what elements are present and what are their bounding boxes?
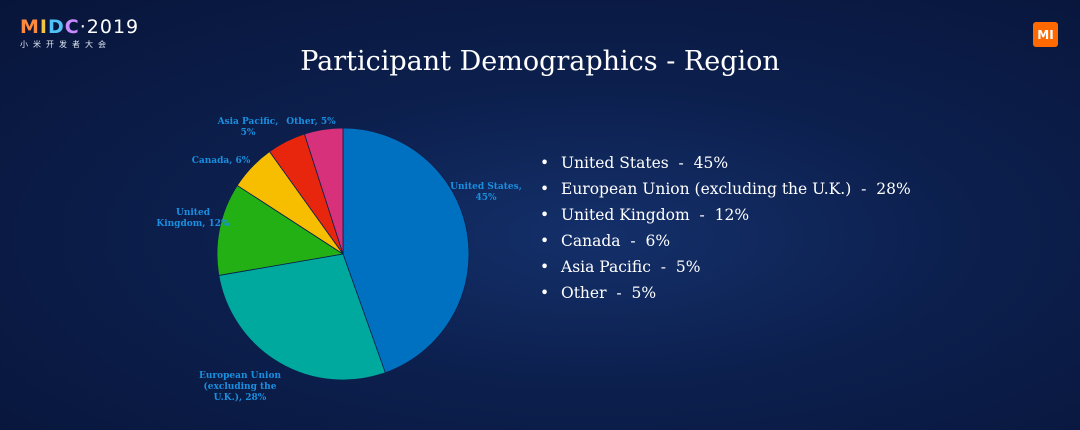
slice-label-line: Other, 5%	[286, 117, 336, 127]
slice-label-line: Canada, 6%	[192, 156, 251, 166]
event-subtitle: 小米开发者大会	[20, 40, 111, 49]
bullet-item: • Asia Pacific - 5%	[540, 254, 911, 280]
bullet-value: 45%	[693, 154, 729, 172]
pie-slice	[218, 253, 386, 381]
bullet-item: • Canada - 6%	[540, 228, 911, 254]
bullet-dot-icon: •	[540, 206, 550, 224]
bullet-label: United States	[561, 154, 669, 172]
bullet-dot-icon: •	[540, 258, 550, 276]
bullet-separator: -	[606, 284, 632, 302]
bullet-item: • United Kingdom - 12%	[540, 202, 911, 228]
logo-letter-i: I	[39, 16, 48, 38]
slice-label: Other, 5%	[286, 117, 336, 127]
slice-label: United Kingdom, 12%	[156, 208, 230, 229]
bullet-value: 6%	[645, 232, 671, 250]
bullet-separator: -	[689, 206, 715, 224]
slice-label: Canada, 6%	[192, 156, 251, 166]
slice-label-line: 45%	[475, 193, 497, 203]
bullet-item: • Other - 5%	[540, 280, 911, 306]
logo-letter-c: C	[64, 16, 80, 38]
slide-title: Participant Demographics - Region	[300, 46, 780, 77]
bullet-separator: -	[650, 258, 676, 276]
mi-brand-icon: MI	[1033, 22, 1058, 47]
slice-label-line: Asia Pacific,	[217, 117, 279, 127]
bullet-value: 28%	[876, 180, 911, 198]
bullet-value: 12%	[714, 206, 750, 224]
logo-year: 2019	[86, 16, 140, 38]
pie-chart: United States, 45% European Union (excludin…	[156, 117, 522, 403]
bullet-item: • United States - 45%	[540, 150, 911, 176]
bullet-value: 5%	[675, 258, 701, 276]
pie-slice	[342, 127, 470, 374]
slice-label-line: 5%	[241, 128, 256, 138]
event-logo: MIDC·2019 小米开发者大会	[20, 17, 139, 50]
slice-label-line: U.K.), 28%	[214, 392, 267, 403]
logo-letter-d: D	[48, 16, 65, 38]
slice-label-line: European Union	[199, 371, 281, 381]
bullet-dot-icon: •	[540, 284, 550, 302]
bullet-label: United Kingdom	[561, 206, 690, 224]
mi-brand-text: MI	[1037, 27, 1054, 42]
slice-label-line: Kingdom, 12%	[156, 219, 230, 229]
slice-label-line: United	[176, 208, 211, 218]
bullet-dot-icon: •	[540, 154, 550, 172]
slice-label: United States, 45%	[450, 182, 522, 203]
bullet-value: 5%	[631, 284, 657, 302]
bullet-dot-icon: •	[540, 232, 550, 250]
bullet-label: Other	[561, 284, 607, 302]
slice-label: Asia Pacific, 5%	[217, 117, 279, 138]
bullet-separator: -	[851, 180, 877, 198]
slice-label-line: (excluding the	[204, 381, 277, 392]
event-logo-wordmark: MIDC·2019	[20, 17, 139, 37]
pie-slice	[216, 184, 345, 276]
pie-slice	[303, 127, 344, 255]
slice-label: European Union (excluding the U.K.), 28%	[199, 371, 281, 403]
logo-dot: ·	[79, 16, 87, 38]
bullet-separator: -	[668, 154, 694, 172]
logo-letter-m: M	[20, 16, 40, 38]
bullet-label: Canada	[561, 232, 621, 250]
bullet-separator: -	[620, 232, 646, 250]
bullet-label: European Union (excluding the U.K.)	[561, 180, 852, 198]
slice-label-line: United States,	[450, 182, 522, 192]
region-bullet-list: • United States - 45% • European Union (exc…	[540, 150, 911, 306]
bullet-dot-icon: •	[540, 180, 550, 198]
bullet-label: Asia Pacific	[561, 258, 651, 276]
bullet-item: • European Union (excluding the U.K.) - 2…	[540, 176, 911, 202]
